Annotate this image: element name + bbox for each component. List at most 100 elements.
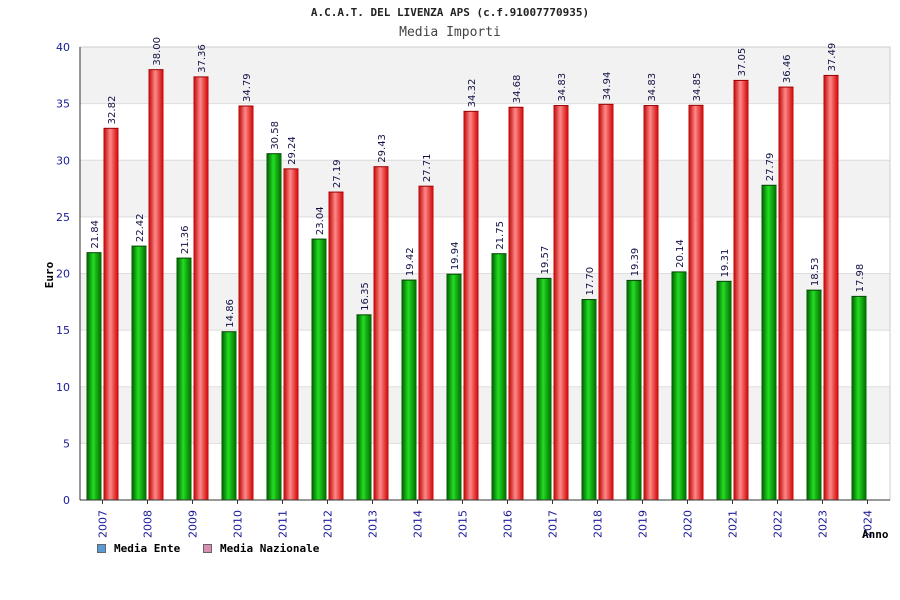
y-tick-label: 40 [56,41,70,54]
y-tick-label: 15 [56,324,70,337]
data-label-media-ente: 16.35 [360,282,371,311]
x-tick-label: 2021 [727,510,740,538]
bar-media-nazionale [553,105,569,501]
data-label-media-nazionale: 38.00 [152,37,163,66]
x-tick-label: 2023 [817,510,830,538]
bar-media-ente [626,280,642,500]
x-tick-label: 2019 [637,510,650,538]
data-label-media-nazionale: 29.24 [287,136,298,165]
data-label-media-nazionale: 34.83 [557,73,568,102]
bar-media-ente [581,299,597,500]
bar-media-nazionale [238,106,254,501]
bar-media-ente [131,246,147,500]
bar-media-nazionale [598,104,614,500]
data-label-media-ente: 20.14 [675,239,686,268]
data-label-media-ente: 19.31 [720,249,731,278]
bar-media-ente [446,274,462,500]
x-tick-label: 2018 [592,510,605,538]
bar-media-ente [851,296,867,500]
bar-media-nazionale [688,105,704,500]
grid-band [80,330,890,387]
grid-band [80,386,890,444]
bar-media-nazionale [643,105,659,501]
x-tick-label: 2017 [547,510,560,538]
data-label-media-nazionale: 34.83 [647,73,658,102]
bar-media-ente [356,314,372,500]
y-tick-label: 25 [56,211,70,224]
bar-media-nazionale [328,192,344,501]
x-tick-label: 2014 [412,510,425,538]
legend-swatch-media-nazionale [203,544,212,553]
x-tick-label: 2009 [187,510,200,538]
grid-band [80,216,890,274]
x-tick-label: 2016 [502,510,515,538]
grid-bands [79,46,891,501]
y-tick-label: 30 [56,154,70,167]
x-tick-label: 2010 [232,510,245,538]
data-label-media-nazionale: 37.05 [737,48,748,77]
data-label-media-nazionale: 34.68 [512,75,523,104]
bar-media-ente [221,331,237,500]
x-tick-label: 2013 [367,510,380,538]
bar-media-nazionale [778,87,794,500]
legend-swatch-media-ente [97,544,106,553]
y-axis-label: Euro [43,261,56,288]
data-label-media-nazionale: 34.32 [467,79,478,108]
data-label-media-ente: 27.79 [765,153,776,182]
bar-media-nazionale [508,107,524,501]
bar-media-nazionale [418,186,434,500]
x-tick-label: 2007 [97,510,110,538]
x-tick-label: 2024 [862,510,875,538]
bar-media-nazionale [733,80,749,500]
bar-media-ente [311,239,327,500]
x-tick-label: 2015 [457,510,470,538]
grid-band [80,47,890,104]
data-label-media-nazionale: 34.79 [242,73,253,102]
chart-subtitle: Media Importi [399,25,501,40]
x-tick-label: 2008 [142,510,155,538]
data-label-media-nazionale: 37.36 [197,44,208,73]
grid-band [80,160,890,217]
y-tick-label: 20 [56,268,70,281]
legend-item-media-nazionale: Media Nazionale [203,542,319,555]
bar-media-ente [806,290,822,500]
data-label-media-nazionale: 37.49 [827,43,838,72]
data-label-media-nazionale: 32.82 [107,96,118,125]
bar-media-ente [671,271,687,500]
bar-media-ente [536,278,552,500]
legend-label-media-nazionale: Media Nazionale [220,542,320,555]
bar-media-nazionale [823,75,839,500]
bars: 21.84 22.42 21.36 14.86 30.58 23.04 16.35 19.42… [86,37,867,501]
data-label-media-ente: 18.53 [810,258,821,287]
data-label-media-nazionale: 27.71 [422,154,433,183]
x-tick-label: 2012 [322,510,335,538]
data-label-media-ente: 14.86 [225,299,236,328]
bar-media-nazionale [103,128,119,500]
bar-media-ente [716,281,732,500]
data-label-media-ente: 22.42 [135,213,146,242]
bar-media-nazionale [148,69,164,501]
bar-media-ente [176,258,192,500]
data-label-media-nazionale: 34.85 [692,73,703,102]
x-axis: 2007 2008 2009 2010 2011 2012 2013 2014 2015 2016… [80,499,890,538]
bar-media-nazionale [193,76,209,500]
y-tick-label: 0 [63,494,70,507]
data-label-media-ente: 21.84 [90,220,101,249]
grid-band [80,103,890,161]
x-tick-label: 2022 [772,510,785,538]
bar-media-ente [266,153,282,500]
data-label-media-ente: 19.39 [630,248,641,277]
data-label-media-ente: 19.94 [450,242,461,271]
data-label-media-ente: 21.36 [180,225,191,254]
chart-title: A.C.A.T. DEL LIVENZA APS (c.f.9100777093… [310,6,590,19]
bar-media-ente [86,252,102,500]
data-label-media-nazionale: 36.46 [782,54,793,83]
data-label-media-ente: 23.04 [315,206,326,235]
legend-label-media-ente: Media Ente [114,542,181,555]
data-label-media-ente: 19.57 [540,246,551,275]
bar-media-ente [401,280,417,500]
data-label-media-ente: 17.70 [585,267,596,296]
y-tick-label: 5 [63,437,70,450]
bar-media-nazionale [283,168,299,500]
bar-media-ente [491,253,507,500]
